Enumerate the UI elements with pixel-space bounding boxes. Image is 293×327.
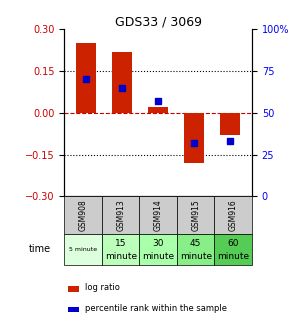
Bar <box>220 113 240 135</box>
Bar <box>68 307 79 312</box>
Title: GDS33 / 3069: GDS33 / 3069 <box>115 15 202 28</box>
Bar <box>139 196 177 234</box>
Bar <box>214 234 252 265</box>
Text: GSM915: GSM915 <box>191 199 200 231</box>
Bar <box>102 196 139 234</box>
Bar <box>177 196 214 234</box>
Bar <box>214 196 252 234</box>
Text: minute: minute <box>105 252 137 261</box>
Bar <box>184 113 204 163</box>
Text: GSM914: GSM914 <box>154 199 163 231</box>
Bar <box>112 52 132 113</box>
Bar <box>148 107 168 113</box>
Bar <box>68 286 79 292</box>
Text: GSM908: GSM908 <box>79 199 88 231</box>
Bar <box>64 234 102 265</box>
Bar <box>177 234 214 265</box>
Text: 5 minute: 5 minute <box>69 247 97 252</box>
Text: minute: minute <box>142 252 174 261</box>
Text: minute: minute <box>180 252 212 261</box>
Text: GSM916: GSM916 <box>229 199 238 231</box>
Bar <box>76 43 96 113</box>
Text: 15: 15 <box>115 239 127 248</box>
Text: GSM913: GSM913 <box>116 199 125 231</box>
Text: 45: 45 <box>190 239 201 248</box>
Text: time: time <box>29 244 51 254</box>
Bar <box>102 234 139 265</box>
Bar <box>139 234 177 265</box>
Text: 60: 60 <box>227 239 239 248</box>
Text: minute: minute <box>217 252 249 261</box>
Text: percentile rank within the sample: percentile rank within the sample <box>85 304 227 313</box>
Text: log ratio: log ratio <box>85 283 120 292</box>
Bar <box>64 196 102 234</box>
Text: 30: 30 <box>152 239 164 248</box>
